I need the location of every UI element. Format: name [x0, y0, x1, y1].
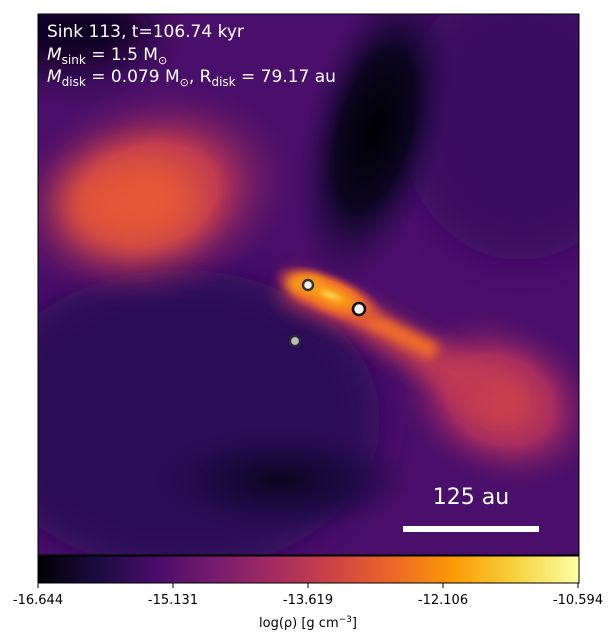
sink-markers — [288, 278, 367, 348]
colorbar-tick-label: -13.619 — [283, 593, 333, 608]
scale-bar — [403, 526, 539, 532]
colorbar-ticks — [37, 583, 579, 588]
map-frame — [37, 13, 580, 556]
annotation-line-3: Mdisk = 0.079 M⊙, Rdisk = 79.17 au — [47, 67, 336, 89]
sink-marker — [301, 278, 315, 292]
sink-marker — [288, 334, 302, 348]
colorbar-tick-label: -10.594 — [553, 593, 603, 608]
colorbar-label: log(ρ) [g cm−3] — [259, 615, 357, 631]
annotation-line-1: Sink 113, t=106.74 kyr — [47, 22, 244, 42]
scale-bar-label: 125 au — [433, 485, 509, 510]
colorbar-tick-label: -16.644 — [13, 593, 63, 608]
density-map — [38, 14, 579, 555]
colorbar — [37, 555, 580, 584]
sink-marker-primary — [351, 301, 367, 317]
annotation-line-2: Msink = 1.5 M⊙ — [47, 45, 167, 67]
colorbar-tick-label: -15.131 — [148, 593, 198, 608]
colorbar-tick-label: -12.106 — [418, 593, 468, 608]
